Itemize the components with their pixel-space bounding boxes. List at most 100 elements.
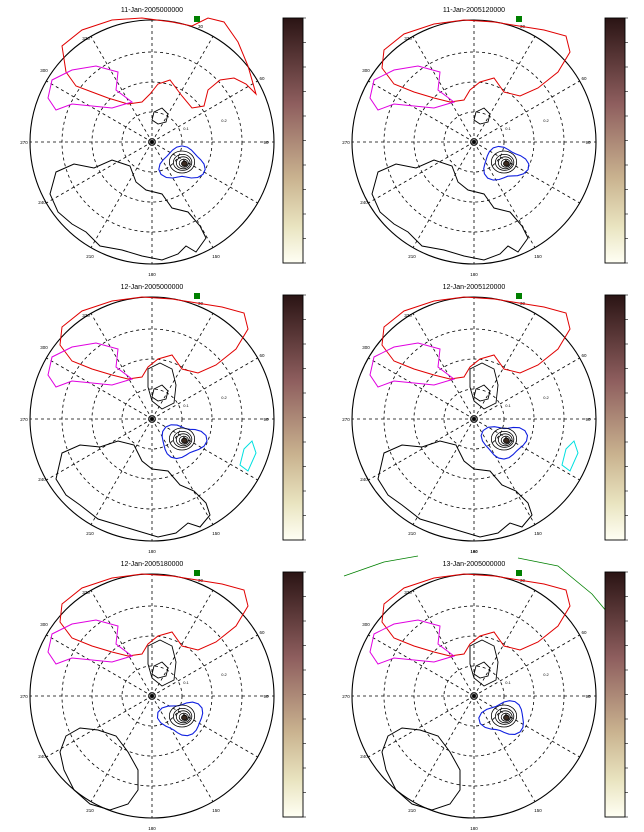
black-mid-contour	[147, 362, 177, 410]
colorbar	[604, 17, 626, 264]
polar-spoke	[368, 695, 475, 758]
angle-label-wsw: 240	[38, 754, 46, 759]
core-contour-ring-1	[495, 707, 515, 725]
polar-spoke	[46, 80, 153, 143]
core-contour-ring-4	[503, 714, 510, 721]
polar-spoke	[90, 590, 153, 697]
core-contour-ring-0	[490, 704, 518, 728]
polar-spoke	[90, 36, 153, 143]
green-marker	[194, 570, 200, 576]
colorbar	[604, 294, 626, 541]
angle-label-wsw: 240	[38, 200, 46, 205]
blue-contour	[161, 424, 208, 460]
magenta-contour	[369, 619, 456, 665]
angle-label-ene: 60	[259, 630, 265, 635]
black-small-contour	[151, 384, 169, 402]
black-small-contour	[473, 661, 491, 679]
panel-title: 11-Jan-2005120000	[443, 7, 505, 14]
polar-spoke	[473, 36, 536, 143]
panel-title: 12-Jan-2005180000	[121, 561, 184, 568]
polar-spoke	[368, 141, 475, 204]
polar-spoke	[473, 357, 580, 420]
polar-spoke	[46, 141, 153, 204]
core-contour-ring-3	[500, 435, 511, 445]
ring-label: 0.1	[505, 126, 511, 131]
angle-label-w: 270	[20, 140, 28, 145]
ring-label: 0.2	[543, 118, 549, 123]
angle-label-w: 270	[342, 417, 350, 422]
angle-label-wnw: 300	[362, 345, 370, 350]
angle-label-w: 270	[342, 694, 350, 699]
angle-label-wnw: 300	[40, 622, 48, 627]
colorbar	[282, 571, 304, 818]
polar-spoke	[368, 634, 475, 697]
ring-label: 0.1	[505, 403, 511, 408]
polar-spoke	[368, 418, 475, 481]
core-contour-ring-0	[168, 150, 196, 174]
magenta-contour	[47, 342, 134, 388]
green-marker	[516, 570, 522, 576]
polar-spoke	[412, 590, 475, 697]
blue-contour	[480, 426, 529, 460]
polar-spoke	[90, 418, 153, 525]
panel-6: 13-Jan-200500000030330300270240210180150…	[342, 555, 628, 831]
core-contour-ring-3	[178, 435, 189, 445]
black-contour	[59, 727, 139, 811]
core-contour-ring-3	[500, 158, 511, 168]
black-small-contour	[473, 107, 491, 125]
green-line-right	[517, 557, 613, 619]
angle-label-ssw: 210	[86, 531, 94, 536]
angle-label-wsw: 240	[360, 754, 368, 759]
core-contour-ring-4	[503, 160, 510, 167]
panel-title: 12-Jan-2005120000	[443, 284, 506, 291]
polar-spoke	[412, 695, 475, 802]
polar-spoke	[368, 357, 475, 420]
polar-spoke	[473, 590, 536, 697]
angle-label-s: 180	[148, 272, 156, 277]
pole-marker	[148, 415, 156, 423]
angle-label-wnw: 300	[362, 68, 370, 73]
blue-contour	[156, 701, 204, 737]
angle-label-e: 90	[263, 417, 269, 422]
polar-spoke	[90, 313, 153, 420]
angle-label-ene: 60	[581, 76, 587, 81]
angle-label-nnw: 330	[82, 36, 90, 41]
red-contour	[381, 296, 571, 380]
black-mid-contour	[469, 639, 499, 687]
angle-label-wnw: 300	[40, 68, 48, 73]
pole-marker	[148, 692, 156, 700]
core-contour-ring-0	[490, 150, 518, 174]
angle-label-sse: 150	[534, 531, 542, 536]
green-marker	[194, 293, 200, 299]
magenta-contour	[47, 619, 134, 665]
angle-label-sse: 150	[212, 808, 220, 813]
core-contour-ring-2	[175, 433, 191, 447]
polar-spoke	[412, 313, 475, 420]
angle-label-e: 90	[585, 417, 591, 422]
angle-label-e: 90	[263, 140, 269, 145]
polar-spoke	[46, 357, 153, 420]
polar-spoke	[151, 36, 214, 143]
core-contour-ring-0	[168, 704, 196, 728]
polar-spoke	[90, 695, 153, 802]
angle-label-w: 270	[20, 694, 28, 699]
polar-spoke	[473, 634, 580, 697]
angle-label-s: 180	[148, 826, 156, 831]
angle-label-s: 180	[470, 826, 478, 831]
magenta-contour	[47, 65, 134, 111]
angle-label-e: 90	[263, 694, 269, 699]
angle-label-nnw: 330	[82, 590, 90, 595]
angle-label-nnw: 330	[404, 36, 412, 41]
core-contour-ring-1	[173, 153, 193, 171]
green-marker	[194, 16, 200, 22]
black-contour	[55, 440, 211, 538]
angle-label-ssw: 210	[408, 531, 416, 536]
polar-spoke	[412, 36, 475, 143]
polar-spoke	[368, 80, 475, 143]
ring-label: 0.2	[543, 672, 549, 677]
angle-label-n: 30	[198, 24, 204, 29]
ring-label: 0.2	[221, 395, 227, 400]
blue-contour	[483, 145, 530, 181]
polar-spoke	[151, 141, 258, 204]
black-small-contour	[151, 107, 169, 125]
